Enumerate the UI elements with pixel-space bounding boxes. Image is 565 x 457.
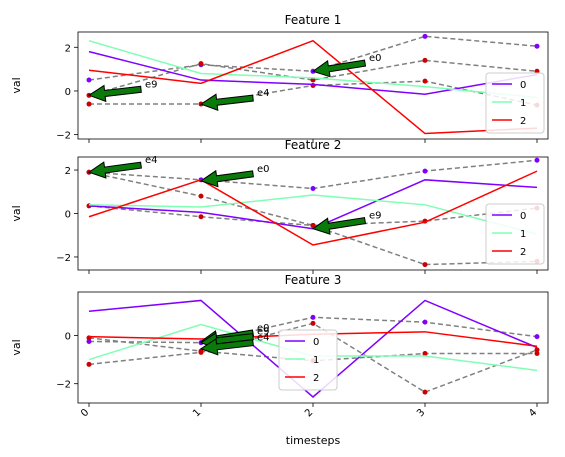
dashed-point bbox=[198, 214, 204, 220]
y-tick-label: −2 bbox=[56, 253, 71, 264]
dashed-point bbox=[86, 338, 92, 344]
dashed-point bbox=[534, 334, 540, 340]
legend-label-1: 1 bbox=[520, 229, 526, 240]
y-tick-label: 0 bbox=[65, 210, 71, 221]
legend-label-2: 2 bbox=[520, 247, 526, 258]
legend-label-1: 1 bbox=[313, 355, 319, 366]
annotation-label-e0: e0 bbox=[257, 323, 270, 334]
x-tick-label: 1 bbox=[191, 407, 203, 419]
dashed-point bbox=[310, 222, 316, 228]
y-tick-label: −2 bbox=[56, 380, 71, 391]
annotation-label-e0: e0 bbox=[257, 164, 270, 175]
dashed-point bbox=[198, 193, 204, 199]
annotation-arrow-e4 bbox=[199, 93, 254, 111]
annotation-label-e4: e4 bbox=[257, 333, 270, 344]
legend-label-0: 0 bbox=[520, 80, 526, 91]
dashed-point bbox=[198, 348, 204, 354]
y-axis-label: val bbox=[10, 77, 23, 93]
dashed-point bbox=[310, 314, 316, 320]
x-tick-label: 3 bbox=[415, 407, 427, 419]
dashed-point bbox=[534, 347, 540, 353]
dashed-point bbox=[198, 61, 204, 67]
dashed-point bbox=[534, 157, 540, 163]
dashed-point bbox=[534, 351, 540, 357]
series-line-2 bbox=[88, 170, 538, 246]
annotation-arrow-e9 bbox=[311, 217, 367, 235]
annotation-label-e9: e9 bbox=[369, 211, 382, 222]
dashed-point bbox=[310, 77, 316, 83]
legend-box bbox=[485, 72, 545, 134]
dashed-line-2 bbox=[88, 59, 538, 97]
panel-1: e9 e4 e0 −2 0 2 Feature 1 val 0 1 2 bbox=[10, 13, 549, 143]
series-line-2 bbox=[88, 39, 538, 135]
annotation-label-e9: e9 bbox=[257, 327, 270, 338]
annotation-label-e0: e0 bbox=[369, 53, 382, 64]
annotation-arrow-e4 bbox=[199, 338, 254, 356]
axes-frame bbox=[77, 156, 549, 271]
dashed-point bbox=[422, 389, 428, 395]
dashed-point bbox=[86, 361, 92, 367]
y-tick-label: 0 bbox=[65, 331, 71, 342]
dashed-point bbox=[422, 319, 428, 325]
panel-title: Feature 1 bbox=[285, 13, 342, 27]
y-axis-label: val bbox=[10, 339, 23, 355]
plot-area bbox=[86, 157, 540, 268]
dashed-point bbox=[310, 320, 316, 326]
series-line-1 bbox=[88, 40, 538, 99]
plot-area bbox=[86, 33, 540, 135]
panel-title: Feature 3 bbox=[285, 273, 342, 287]
annotation-arrow-e0 bbox=[199, 169, 254, 188]
dashed-point bbox=[86, 77, 92, 83]
legend: 0 1 2 bbox=[278, 329, 338, 391]
dashed-line-2 bbox=[88, 171, 538, 227]
y-tick-label: 0 bbox=[65, 87, 71, 98]
legend-box bbox=[278, 329, 338, 391]
dashed-point bbox=[422, 262, 428, 268]
annotation-arrow-e4 bbox=[87, 161, 142, 179]
dashed-point bbox=[422, 57, 428, 63]
legend-label-1: 1 bbox=[520, 98, 526, 109]
annotation-arrow-e9 bbox=[87, 84, 142, 103]
series-line-0 bbox=[88, 299, 538, 398]
dashed-point bbox=[534, 43, 540, 49]
annotation-label-e9: e9 bbox=[145, 79, 158, 90]
series-line-1 bbox=[88, 194, 538, 235]
series-line-0 bbox=[88, 50, 538, 95]
annotation-label-e4: e4 bbox=[257, 88, 270, 99]
legend: 0 1 2 bbox=[485, 203, 545, 265]
x-axis-label: timesteps bbox=[286, 434, 341, 447]
dashed-point bbox=[86, 101, 92, 107]
y-axis-label: val bbox=[10, 205, 23, 221]
legend-label-2: 2 bbox=[313, 373, 319, 384]
dashed-point bbox=[422, 168, 428, 174]
legend-label-2: 2 bbox=[520, 116, 526, 127]
dashed-point bbox=[422, 33, 428, 39]
x-tick-label: 0 bbox=[79, 407, 91, 419]
y-tick-label: 2 bbox=[65, 43, 71, 54]
dashed-point bbox=[310, 186, 316, 192]
annotation-label-e4: e4 bbox=[145, 155, 158, 166]
panel-title: Feature 2 bbox=[285, 138, 342, 152]
legend-box bbox=[485, 203, 545, 265]
dashed-point bbox=[422, 78, 428, 84]
panel-2: e4 e0 e9 −2 0 2 Feature 2 val 0 1 2 bbox=[10, 138, 549, 274]
dashed-point bbox=[422, 351, 428, 357]
dashed-line-3 bbox=[88, 205, 538, 266]
legend-label-0: 0 bbox=[313, 337, 319, 348]
annotation-arrow-e0 bbox=[311, 59, 367, 78]
x-tick-label: 2 bbox=[303, 407, 315, 419]
legend: 0 1 2 bbox=[485, 72, 545, 134]
y-tick-label: 2 bbox=[65, 166, 71, 177]
y-tick-label: −2 bbox=[56, 131, 71, 142]
legend-label-0: 0 bbox=[520, 211, 526, 222]
x-tick-label: 4 bbox=[527, 407, 539, 419]
